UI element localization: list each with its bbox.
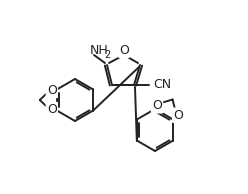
Text: O: O <box>119 44 129 57</box>
Text: NH: NH <box>90 44 109 57</box>
Text: 2: 2 <box>104 50 110 60</box>
Text: O: O <box>152 99 162 112</box>
Text: O: O <box>47 84 57 97</box>
Text: CN: CN <box>153 79 171 92</box>
Text: O: O <box>173 109 183 122</box>
Text: O: O <box>47 103 57 116</box>
